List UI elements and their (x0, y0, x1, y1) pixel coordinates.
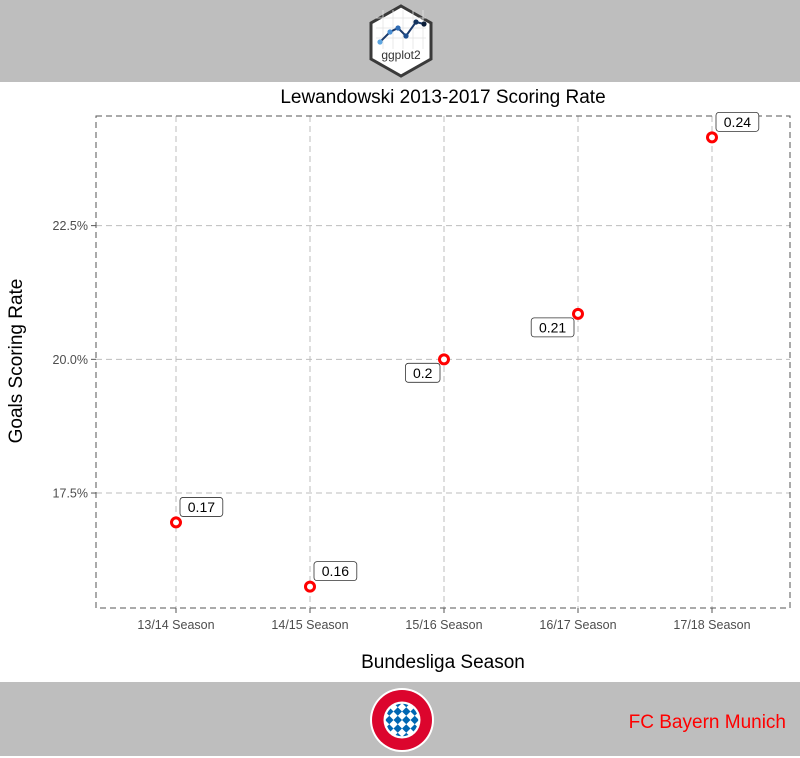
x-axis-title: Bundesliga Season (361, 652, 525, 673)
data-point (706, 131, 718, 144)
x-tick-label: 15/16 Season (405, 618, 482, 632)
x-tick-label: 13/14 Season (137, 618, 214, 632)
point-layer (170, 131, 718, 593)
y-tick-label: 22.5% (53, 219, 88, 233)
data-label-box (530, 317, 575, 338)
club-name: FC Bayern Munich (628, 712, 786, 733)
x-tick-label: 14/15 Season (271, 618, 348, 632)
data-label-box (179, 497, 224, 517)
ggplot2-logo: ggplot2 (368, 4, 434, 78)
data-label: 0.24 (724, 114, 751, 130)
data-label-box (313, 561, 358, 582)
data-label: 0.2 (413, 365, 433, 381)
axis-layer: 13/14 Season 14/15 Season 15/16 Season 16/1… (53, 219, 751, 632)
data-label: 0.16 (322, 563, 349, 579)
data-point (170, 516, 182, 529)
data-label: 0.17 (188, 499, 215, 515)
x-tick-label: 16/17 Season (539, 618, 616, 632)
footer-band: FC Bayern Munich (0, 682, 800, 756)
data-point (438, 353, 450, 366)
y-tick-label: 17.5% (53, 487, 88, 501)
label-layer: 0.17 0.16 0.2 0.21 0.24 (179, 111, 760, 582)
data-point (304, 580, 316, 593)
data-label: 0.21 (539, 319, 566, 335)
chart-title: Lewandowski 2013-2017 Scoring Rate (280, 87, 606, 108)
data-label-box (715, 111, 760, 132)
ggplot2-logo-text: ggplot2 (381, 48, 421, 62)
header-band: ggplot2 (0, 0, 800, 82)
fc-bayern-badge (369, 687, 435, 753)
data-label-box (404, 362, 441, 383)
x-tick-label: 17/18 Season (673, 618, 750, 632)
data-point (572, 307, 584, 320)
panel-border (95, 115, 791, 609)
y-tick-label: 20.0% (53, 353, 88, 367)
